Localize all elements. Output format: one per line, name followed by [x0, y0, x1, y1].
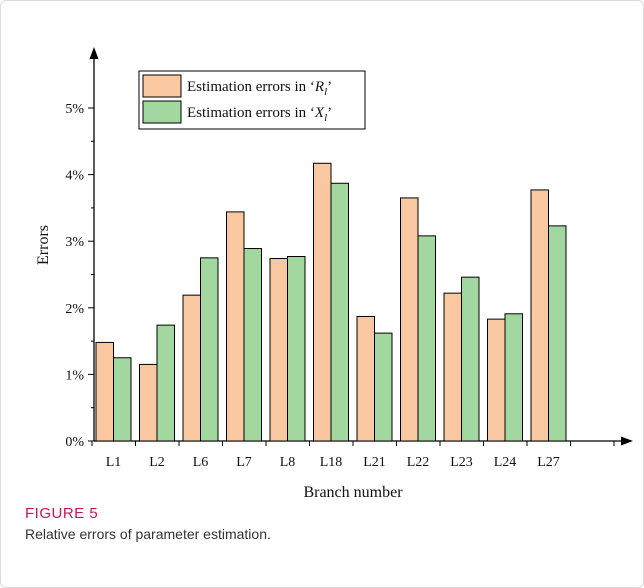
y-tick-label: 3% — [65, 235, 84, 250]
y-tick-label: 1% — [65, 368, 84, 383]
bar-x-l8 — [287, 256, 306, 442]
y-tick-label: 2% — [65, 302, 84, 317]
x-tick-label-l8: L8 — [280, 455, 296, 470]
x-tick-label-l2: L2 — [149, 455, 165, 470]
bar-r-l8 — [269, 258, 288, 442]
y-axis-title: Errors — [35, 225, 52, 265]
bar-chart: 0% 1% 2% 3% 4% 5% L1 L2 L6 L7 L8 L18 L21 L22 L23 L24 L27… — [35, 47, 633, 501]
bar-x-l6 — [200, 257, 219, 442]
bar-x-l23 — [461, 276, 480, 442]
bar-r-l1 — [95, 341, 114, 442]
x-tick-label-l7: L7 — [236, 455, 252, 470]
legend-label-r: Estimation errors in ‘Rl’ — [187, 79, 332, 98]
y-tick-label: 5% — [65, 102, 84, 117]
bar-r-l18 — [313, 162, 332, 442]
bar-r-l21 — [356, 315, 375, 442]
bar-r-l6 — [182, 294, 201, 442]
bar-r-l22 — [400, 197, 419, 442]
x-tick-label-l1: L1 — [106, 455, 122, 470]
bar-x-l18 — [330, 182, 349, 442]
legend-swatch-x — [142, 100, 182, 124]
figure-label: FIGURE 5 — [25, 505, 99, 522]
x-axis-arrow — [621, 436, 633, 446]
bar-r-l27 — [530, 189, 549, 442]
bar-r-l7 — [226, 211, 245, 442]
x-tick-label-l23: L23 — [450, 455, 473, 470]
x-tick-label-l18: L18 — [320, 455, 343, 470]
bar-x-l2 — [156, 324, 175, 442]
x-axis-title: Branch number — [303, 484, 403, 501]
bar-x-l24 — [504, 313, 523, 442]
x-tick-label-l27: L27 — [537, 455, 560, 470]
chart-axes: 0% 1% 2% 3% 4% 5% L1 L2 L6 L7 L8 L18 L21 L22 L23 L24 L27 — [65, 47, 633, 470]
bar-x-l1 — [113, 357, 132, 442]
x-tick-label-l6: L6 — [193, 455, 209, 470]
x-tick-label-l21: L21 — [363, 455, 386, 470]
legend-label-x: Estimation errors in ‘Xl’ — [187, 105, 332, 124]
figure-caption: FIGURE 5 Relative errors of parameter es… — [25, 505, 625, 542]
bar-r-l23 — [443, 292, 462, 442]
bar-r-l2 — [139, 363, 158, 442]
figure-description: Relative errors of parameter estimation. — [25, 526, 271, 542]
x-tick-label-l24: L24 — [494, 455, 517, 470]
y-tick-label: 0% — [65, 435, 84, 450]
chart-bars — [95, 162, 567, 442]
bar-x-l7 — [243, 248, 262, 442]
x-tick-label-l22: L22 — [407, 455, 430, 470]
chart-legend: Estimation errors in ‘Rl’ Estimation erro… — [138, 70, 366, 130]
bar-r-l24 — [487, 318, 506, 442]
y-tick-label: 4% — [65, 169, 84, 184]
legend-swatch-r — [142, 74, 182, 98]
bar-x-l27 — [548, 225, 567, 442]
bar-x-l22 — [417, 235, 436, 442]
y-axis-arrow — [89, 47, 99, 59]
bar-x-l21 — [374, 332, 393, 442]
